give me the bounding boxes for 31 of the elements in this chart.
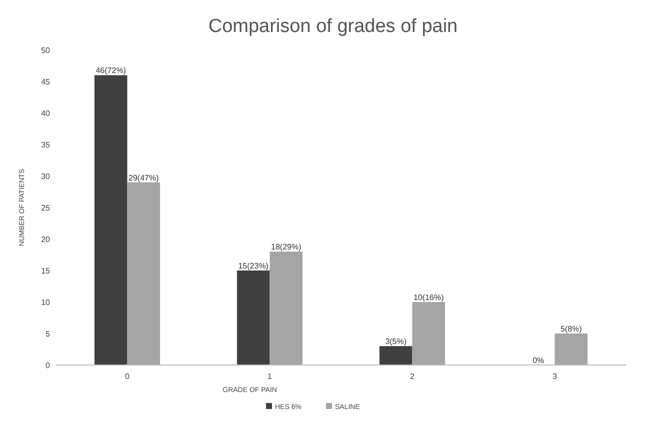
y-tick-label: 15 [41, 266, 51, 276]
data-label: 29(47%) [128, 173, 160, 182]
data-label: 46(72%) [96, 66, 126, 76]
x-tick-label: 0 [125, 372, 130, 381]
chart-title: Comparison of grades of pain [208, 16, 458, 37]
x-tick-label: 2 [410, 372, 416, 381]
data-label: 0% [532, 356, 544, 365]
bar [379, 346, 412, 365]
bar [236, 270, 270, 365]
bar [127, 182, 160, 365]
x-tick-label: 3 [552, 372, 558, 381]
data-label: 10(16%) [414, 293, 444, 302]
y-tick-label: 5 [46, 330, 51, 338]
bar [412, 302, 446, 365]
data-label: 18(29%) [271, 242, 302, 252]
y-tick-label: 30 [41, 172, 51, 181]
y-tick-label: 0 [46, 361, 51, 370]
x-tick-label: 1 [268, 372, 273, 381]
data-label: 3(5%) [385, 337, 407, 346]
y-tick-label: 25 [41, 204, 51, 212]
data-label: 5(8%) [560, 324, 582, 334]
y-tick-label: 40 [41, 109, 51, 118]
y-tick-label: 20 [41, 235, 51, 244]
y-tick-label: 45 [41, 78, 51, 86]
y-tick-label: 35 [41, 140, 51, 150]
data-label: 15(23%) [238, 262, 269, 270]
y-tick-label: 10 [41, 298, 51, 307]
bar [270, 252, 303, 365]
bar [554, 334, 588, 365]
bar [94, 75, 128, 365]
y-tick-label: 50 [41, 46, 51, 55]
